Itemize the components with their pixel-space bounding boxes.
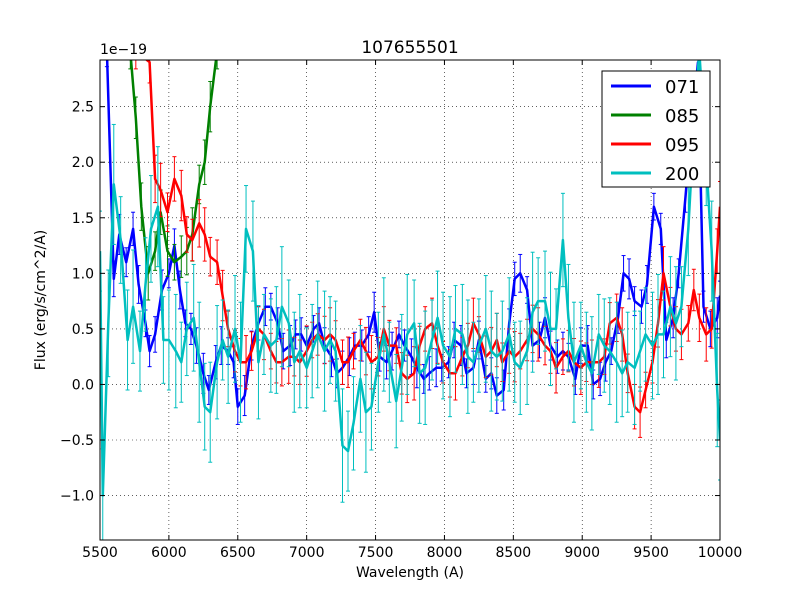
x-axis-label: Wavelength (A) — [356, 565, 464, 581]
x-tick-label: 9500 — [633, 545, 669, 561]
x-tick-label: 10000 — [698, 545, 743, 561]
y-tick-label: 1.0 — [72, 266, 94, 282]
x-tick-label: 8000 — [427, 545, 463, 561]
y-tick-label: 2.5 — [72, 100, 94, 116]
y-tick-label: 1.5 — [72, 211, 94, 227]
series-line-200 — [100, 60, 720, 497]
series-layer — [100, 60, 720, 540]
y-tick-label: −1.0 — [60, 489, 94, 505]
x-tick-label: 7500 — [358, 545, 394, 561]
y-axis-label: Flux (erg/s/cm^2/A) — [33, 230, 49, 370]
y-tick-label: 0.5 — [72, 322, 94, 338]
x-tick-label: 6000 — [151, 545, 187, 561]
legend-label-095: 095 — [665, 135, 699, 156]
plot-frame — [99, 59, 721, 541]
legend-label-200: 200 — [665, 164, 699, 185]
x-tick-label: 9000 — [564, 545, 600, 561]
x-tick-label: 8500 — [496, 545, 532, 561]
axis-ticks: 5500 6000 6500 7000 7500 8000 8500 9000 9500 1000… — [60, 60, 742, 561]
series-200 — [100, 60, 720, 540]
legend-box — [601, 70, 711, 188]
legend: 071 085 095 200 — [601, 70, 711, 188]
legend-label-085: 085 — [665, 106, 699, 127]
chart-title: 107655501 — [361, 38, 458, 58]
y-offset-text: 1e−19 — [100, 42, 147, 58]
series-line-085 — [129, 60, 218, 275]
y-tick-label: −0.5 — [60, 433, 94, 449]
x-tick-label: 6500 — [220, 545, 256, 561]
x-tick-label: 5500 — [82, 545, 118, 561]
y-tick-label: 0.0 — [72, 377, 94, 393]
y-tick-label: 2.0 — [72, 155, 94, 171]
series-085 — [128, 60, 220, 301]
legend-label-071: 071 — [665, 77, 699, 98]
x-tick-label: 7000 — [289, 545, 325, 561]
